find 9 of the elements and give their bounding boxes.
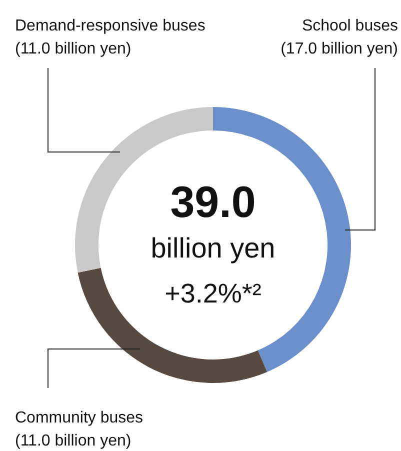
data-label: (11.0 billion yen) bbox=[15, 40, 132, 58]
text: +3.2%*² bbox=[164, 278, 262, 308]
slice-label: Community buses bbox=[15, 409, 144, 426]
data-label: (11.0 billion yen) bbox=[15, 432, 132, 450]
text: billion yen bbox=[150, 232, 276, 264]
slice-label: Demand-responsive buses bbox=[15, 17, 206, 34]
data-label: (17.0 billion yen) bbox=[280, 40, 398, 58]
slice-label: School buses bbox=[302, 17, 398, 34]
text: 39.0 bbox=[170, 178, 256, 228]
